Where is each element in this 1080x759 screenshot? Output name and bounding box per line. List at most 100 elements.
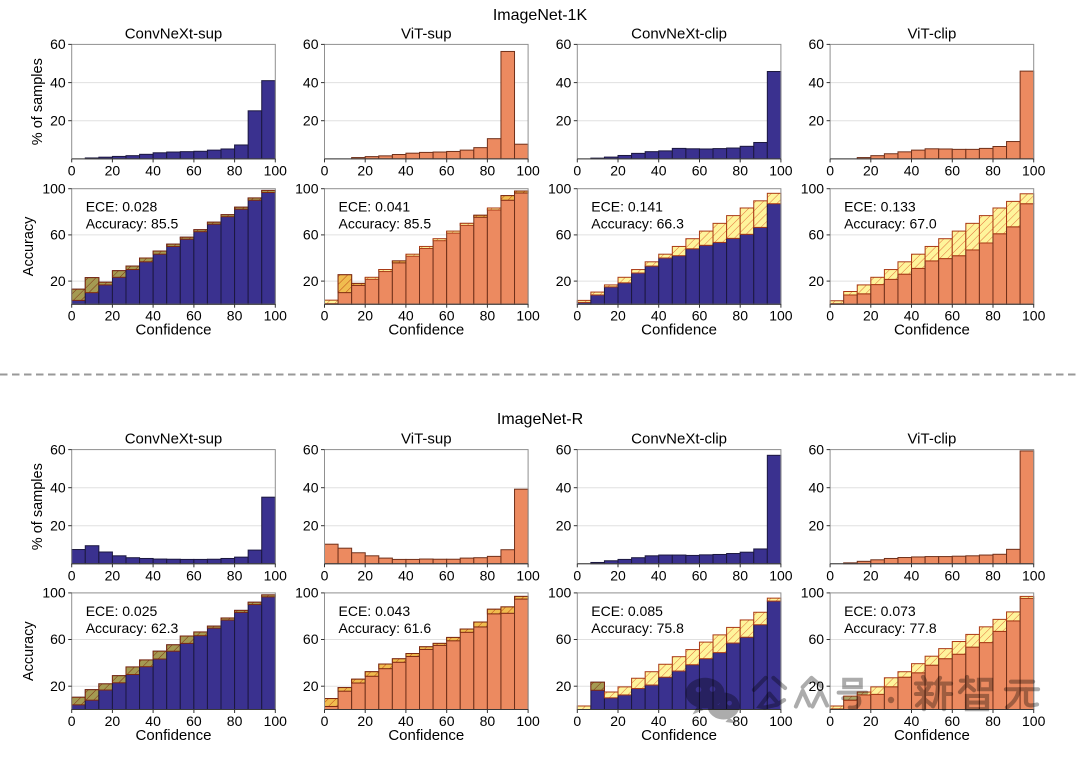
svg-text:60: 60 <box>439 308 455 324</box>
svg-text:60: 60 <box>809 36 825 52</box>
svg-text:ImageNet-1K: ImageNet-1K <box>493 7 588 24</box>
svg-text:40: 40 <box>651 713 667 729</box>
svg-text:0: 0 <box>573 308 581 324</box>
svg-text:0: 0 <box>826 567 834 583</box>
svg-text:0: 0 <box>573 713 581 729</box>
svg-text:100: 100 <box>295 585 319 601</box>
svg-text:ECE: 0.141: ECE: 0.141 <box>591 199 663 215</box>
svg-text:40: 40 <box>398 713 414 729</box>
svg-text:100: 100 <box>516 162 540 178</box>
svg-text:0: 0 <box>321 567 329 583</box>
svg-text:60: 60 <box>50 441 66 457</box>
svg-text:80: 80 <box>732 162 748 178</box>
svg-text:60: 60 <box>50 36 66 52</box>
svg-text:ImageNet-R: ImageNet-R <box>497 411 583 428</box>
svg-text:60: 60 <box>809 227 825 243</box>
svg-text:60: 60 <box>439 162 455 178</box>
svg-text:60: 60 <box>809 441 825 457</box>
svg-text:20: 20 <box>556 678 572 694</box>
svg-text:100: 100 <box>801 180 825 196</box>
svg-text:60: 60 <box>50 227 66 243</box>
svg-text:40: 40 <box>651 162 667 178</box>
svg-text:20: 20 <box>50 517 66 533</box>
svg-text:20: 20 <box>556 112 572 128</box>
svg-text:Confidence: Confidence <box>894 322 970 339</box>
svg-text:100: 100 <box>1022 308 1046 324</box>
svg-text:60: 60 <box>945 713 961 729</box>
svg-text:60: 60 <box>556 631 572 647</box>
svg-text:40: 40 <box>904 162 920 178</box>
svg-text:0: 0 <box>68 162 76 178</box>
svg-text:60: 60 <box>186 713 202 729</box>
svg-text:% of samples: % of samples <box>30 58 46 145</box>
svg-text:100: 100 <box>295 180 319 196</box>
svg-text:100: 100 <box>516 308 540 324</box>
svg-text:60: 60 <box>186 308 202 324</box>
svg-text:40: 40 <box>303 74 319 90</box>
svg-text:60: 60 <box>186 162 202 178</box>
svg-text:ConvNeXt-sup: ConvNeXt-sup <box>125 25 223 42</box>
svg-text:0: 0 <box>826 308 834 324</box>
svg-text:100: 100 <box>42 585 66 601</box>
svg-text:Confidence: Confidence <box>894 727 970 744</box>
svg-text:60: 60 <box>945 308 961 324</box>
svg-text:40: 40 <box>50 74 66 90</box>
svg-text:20: 20 <box>105 567 121 583</box>
svg-text:40: 40 <box>904 308 920 324</box>
svg-text:60: 60 <box>945 567 961 583</box>
svg-text:80: 80 <box>480 162 496 178</box>
svg-text:60: 60 <box>692 162 708 178</box>
svg-text:0: 0 <box>68 567 76 583</box>
svg-text:80: 80 <box>227 162 243 178</box>
svg-text:20: 20 <box>357 162 373 178</box>
svg-text:80: 80 <box>227 567 243 583</box>
svg-text:0: 0 <box>321 162 329 178</box>
svg-text:20: 20 <box>303 112 319 128</box>
svg-text:40: 40 <box>904 713 920 729</box>
svg-text:Confidence: Confidence <box>388 727 464 744</box>
svg-text:20: 20 <box>809 678 825 694</box>
svg-text:60: 60 <box>303 227 319 243</box>
svg-text:40: 40 <box>809 74 825 90</box>
svg-text:20: 20 <box>556 273 572 289</box>
svg-text:20: 20 <box>357 308 373 324</box>
svg-text:0: 0 <box>826 713 834 729</box>
svg-text:40: 40 <box>556 74 572 90</box>
svg-text:100: 100 <box>1022 713 1046 729</box>
svg-text:ConvNeXt-clip: ConvNeXt-clip <box>631 25 727 42</box>
svg-text:40: 40 <box>556 479 572 495</box>
svg-text:100: 100 <box>264 162 288 178</box>
svg-text:20: 20 <box>809 517 825 533</box>
svg-text:40: 40 <box>145 567 161 583</box>
svg-text:0: 0 <box>573 567 581 583</box>
svg-text:80: 80 <box>480 308 496 324</box>
svg-text:0: 0 <box>826 162 834 178</box>
svg-text:0: 0 <box>68 308 76 324</box>
svg-text:ViT-clip: ViT-clip <box>907 431 956 448</box>
svg-text:100: 100 <box>264 567 288 583</box>
svg-text:20: 20 <box>105 162 121 178</box>
svg-text:20: 20 <box>809 112 825 128</box>
svg-text:Confidence: Confidence <box>136 727 212 744</box>
svg-text:20: 20 <box>303 273 319 289</box>
svg-text:20: 20 <box>50 112 66 128</box>
svg-text:20: 20 <box>863 713 879 729</box>
svg-text:Accuracy: 85.5: Accuracy: 85.5 <box>86 216 179 232</box>
svg-text:100: 100 <box>769 713 793 729</box>
svg-text:Accuracy: Accuracy <box>21 216 37 276</box>
svg-text:40: 40 <box>809 479 825 495</box>
svg-text:100: 100 <box>1022 567 1046 583</box>
svg-text:60: 60 <box>556 227 572 243</box>
svg-text:20: 20 <box>303 678 319 694</box>
svg-text:40: 40 <box>651 308 667 324</box>
svg-text:ECE: 0.043: ECE: 0.043 <box>339 603 411 619</box>
svg-text:80: 80 <box>985 713 1001 729</box>
svg-text:20: 20 <box>357 713 373 729</box>
svg-text:20: 20 <box>105 308 121 324</box>
svg-text:100: 100 <box>548 180 572 196</box>
svg-text:80: 80 <box>985 308 1001 324</box>
svg-text:ECE: 0.133: ECE: 0.133 <box>844 199 916 215</box>
svg-text:20: 20 <box>556 517 572 533</box>
svg-text:60: 60 <box>186 567 202 583</box>
svg-text:20: 20 <box>610 162 626 178</box>
